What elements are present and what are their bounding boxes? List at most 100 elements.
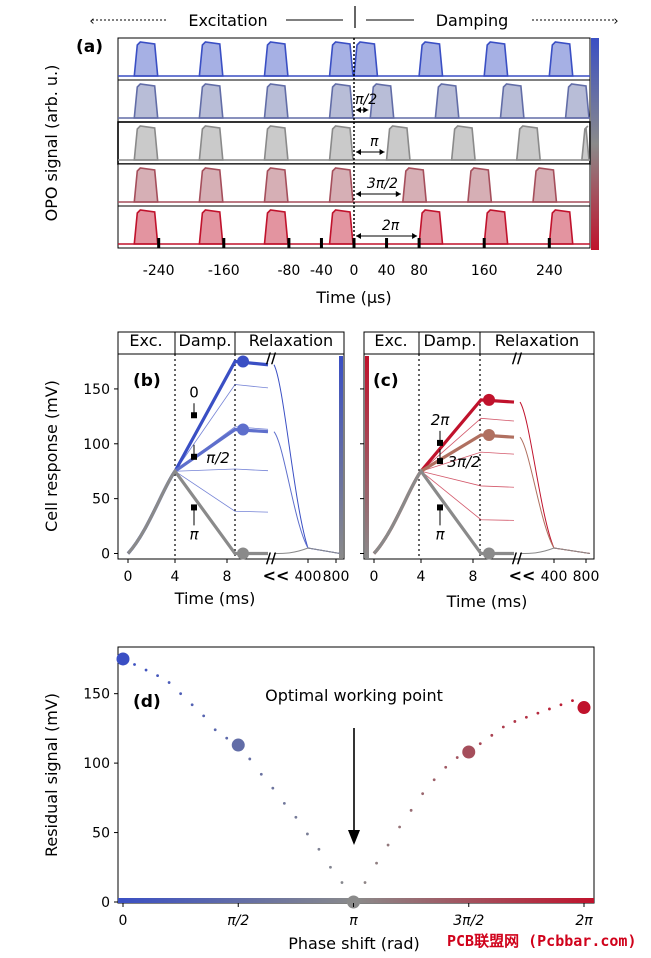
- shift-annotations: π/2 π 3π/2 2π: [355, 92, 418, 239]
- data-point: [513, 720, 517, 723]
- panel-b-ticks: 0 4 8 400 800 << 0 50 100 150: [83, 382, 349, 585]
- data-point: [559, 703, 563, 707]
- panel-b-frame: [117, 331, 345, 560]
- xtick2-label: 400: [541, 569, 568, 585]
- data-point: [306, 832, 309, 836]
- highlight-point: [347, 895, 360, 909]
- xtick-label: 8: [469, 569, 478, 585]
- annotation-label-1: 3π/2: [447, 453, 480, 471]
- data-point: [248, 757, 252, 761]
- d-xtick-label: π: [349, 913, 358, 929]
- pulse-mark: [515, 125, 542, 161]
- data-point: [167, 681, 171, 684]
- panel-a-tick: 80: [410, 263, 428, 279]
- data-point: [225, 736, 229, 740]
- optimal-point-annotation: Optimal working point: [265, 686, 443, 705]
- panel-d-ylabel: Residual signal (mV): [42, 693, 61, 857]
- pulse-mark: [418, 41, 444, 77]
- d-xtick-label: 0: [119, 913, 128, 929]
- data-point: [340, 881, 344, 884]
- pulse-mark: [450, 125, 476, 161]
- pulse-mark: [328, 209, 354, 245]
- pulse-mark: [198, 41, 224, 77]
- panel-a-tick: 40: [378, 263, 396, 279]
- xtick-label: 4: [171, 569, 180, 585]
- relaxation-curve-π: [519, 547, 591, 555]
- pulse-mark: [133, 41, 159, 77]
- pulse-trigger-mark: [547, 238, 551, 248]
- data-point: [190, 703, 194, 707]
- damping-arrow-head: ›: [613, 14, 618, 29]
- xtick-label: 0: [370, 569, 379, 585]
- end-point-3π/2: [483, 429, 495, 442]
- data-point: [536, 711, 540, 715]
- d-xtick-label: 2π: [575, 913, 593, 929]
- panel-b-ylabel: Cell response (mV): [42, 380, 61, 532]
- intermediate-trace: [174, 468, 269, 472]
- panel-a-tick: -80: [277, 263, 300, 279]
- pulse-mark: [263, 125, 289, 161]
- pulse-trigger-mark: [157, 238, 161, 248]
- panel-a-tick: -160: [208, 263, 240, 279]
- pulse-trigger-mark: [319, 238, 323, 248]
- intermediate-trace: [420, 470, 515, 521]
- data-point: [329, 865, 332, 869]
- pulse-mark: [198, 167, 224, 203]
- phase-colorbar-vertical: [591, 38, 599, 250]
- relaxation-curve-π: [273, 547, 341, 555]
- data-point: [259, 772, 263, 776]
- pulse-mark: [198, 209, 224, 245]
- panel-c-seg-exc: Exc.: [374, 331, 407, 350]
- panel-b-seg-damp: Damp.: [179, 331, 232, 350]
- data-point: [179, 692, 183, 696]
- ytick-label: 150: [83, 382, 110, 398]
- pulse-mark: [483, 209, 509, 245]
- pulse-mark: [353, 41, 379, 77]
- pulse-trigger-mark: [385, 238, 389, 248]
- panel-d-label: (d): [133, 692, 161, 712]
- d-ytick-label: 100: [83, 756, 110, 772]
- pulse-mark: [133, 209, 159, 245]
- pulse-mark: [328, 41, 354, 77]
- pulse-mark: [499, 83, 525, 119]
- annotation-label-2: π: [189, 525, 199, 543]
- highlight-point: [462, 745, 476, 759]
- pulse-mark: [198, 125, 224, 161]
- data-point: [144, 668, 148, 672]
- panel-b: Exc. Damp. Relaxation // // (b) 0 π/2 π 0 4 8…: [42, 331, 349, 608]
- d-xtick-label: 3π/2: [453, 913, 484, 929]
- pulse-trigger-mark: [482, 238, 486, 248]
- data-point: [524, 715, 528, 719]
- annotation-label-2: π: [435, 525, 445, 543]
- data-point: [455, 756, 459, 759]
- panel-c-colorbar: [365, 356, 369, 558]
- ytick-label: 0: [101, 547, 110, 563]
- pulse-mark: [467, 167, 493, 203]
- d-ytick-label: 0: [101, 895, 110, 911]
- panel-c-seg-damp: Damp.: [424, 331, 477, 350]
- panel-a: ‹ Excitation Damping › (a) OPO signal (a…: [42, 6, 619, 307]
- data-point: [294, 815, 298, 819]
- shift-label-1: π: [370, 134, 379, 150]
- panel-c: Exc. Damp. Relaxation // // (c) 2π 3π/2 π 0…: [360, 331, 599, 611]
- data-point: [282, 801, 286, 805]
- pulse-mark: [133, 125, 159, 161]
- panel-b-colorbar: [339, 356, 343, 558]
- end-point-2π: [483, 393, 495, 406]
- pulse-mark: [263, 209, 289, 245]
- pulse-mark: [328, 167, 354, 203]
- pulse-mark: [564, 83, 590, 119]
- annotation-label-0: 2π: [431, 411, 451, 429]
- panel-c-label: (c): [373, 371, 399, 391]
- pulse-mark: [532, 167, 558, 203]
- highlight-point: [231, 738, 245, 752]
- xtick-label: 4: [417, 569, 426, 585]
- data-point: [213, 728, 217, 732]
- pulse-trigger-mark: [417, 238, 421, 248]
- response-curve-π: [372, 468, 514, 556]
- data-point: [490, 733, 494, 737]
- pulse-mark: [133, 83, 159, 119]
- xtick2-label: 800: [573, 569, 600, 585]
- end-point-π: [483, 547, 495, 560]
